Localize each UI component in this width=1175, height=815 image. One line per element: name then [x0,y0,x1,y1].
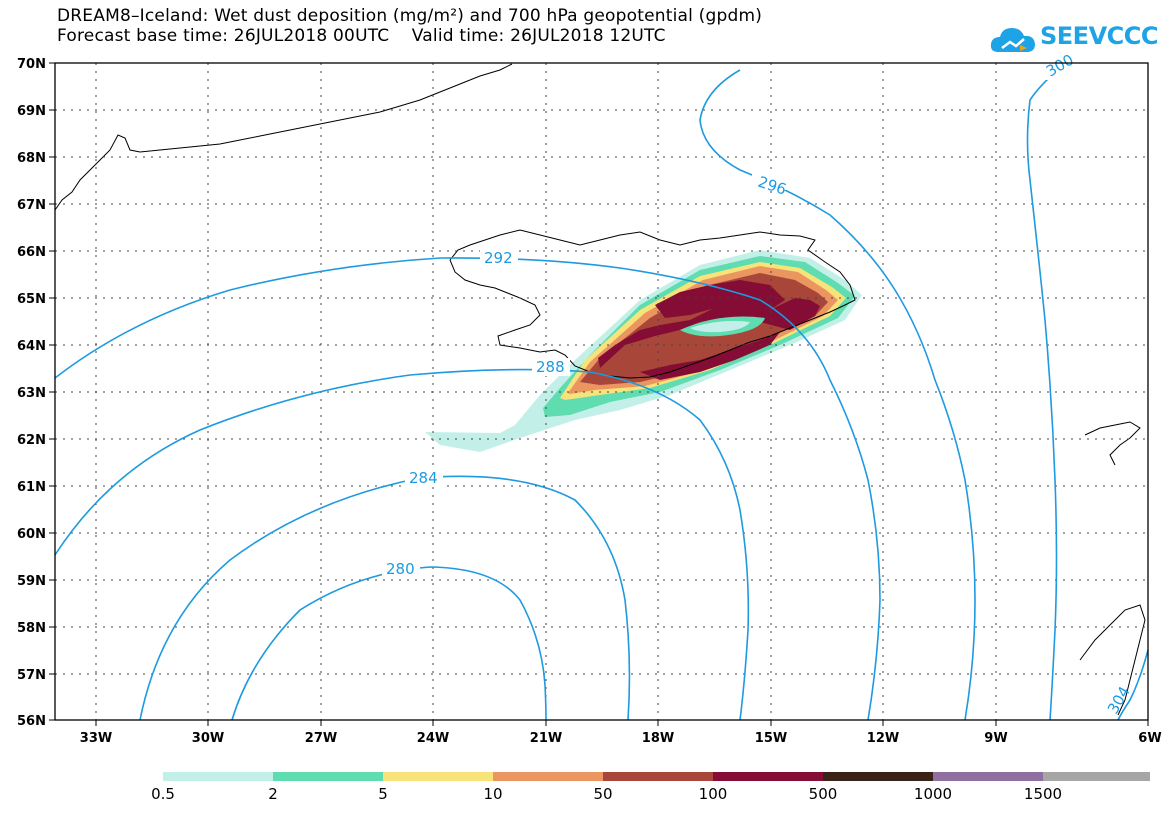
lat-label: 56N [17,714,46,729]
legend-swatch [603,772,713,781]
legend-swatch [163,772,273,781]
lat-label: 60N [17,527,46,542]
legend-label: 1000 [913,785,953,803]
legend-swatch [493,772,603,781]
latitude-labels: 70N 69N 68N 67N 66N 65N 64N 63N 62N 61N … [17,57,46,729]
longitude-labels: 33W 30W 27W 24W 21W 18W 15W 12W 9W 6W [80,731,1162,746]
legend-swatch [933,772,1043,781]
axis-ticks [49,62,1149,726]
lon-label: 15W [755,731,787,746]
contour-label-280: 280 [386,560,415,578]
legend-label: 0.5 [151,785,175,803]
lon-label: 9W [984,731,1007,746]
coastlines [54,63,1146,716]
legend-label: 50 [593,785,613,803]
lat-label: 66N [17,245,46,260]
lat-label: 58N [17,621,46,636]
legend-label: 5 [378,785,388,803]
lat-label: 64N [17,339,46,354]
lat-label: 59N [17,574,46,589]
legend-label: 2 [268,785,278,803]
cloud-logo-icon [990,28,1035,52]
contour-label-292: 292 [484,249,513,267]
dust-deposition-field [425,250,862,452]
lat-label: 70N [17,57,46,72]
contour-label-284: 284 [409,469,438,487]
lon-label: 30W [192,731,224,746]
lat-label: 65N [17,292,46,307]
forecast-times: Forecast base time: 26JUL2018 00UTC Vali… [57,26,666,46]
lat-label: 69N [17,104,46,119]
lat-label: 62N [17,433,46,448]
lon-label: 27W [305,731,337,746]
contour-label-288: 288 [536,358,565,376]
legend-label: 10 [483,785,503,803]
geopotential-contours [54,69,1149,721]
lat-label: 68N [17,151,46,166]
lon-label: 6W [1138,731,1161,746]
lon-label: 33W [80,731,112,746]
legend-swatch [1043,772,1150,781]
logo-text: SEEVCCC [1040,22,1159,50]
lon-label: 12W [867,731,899,746]
map-title: DREAM8–Iceland: Wet dust deposition (mg/… [57,6,763,26]
lat-label: 61N [17,480,46,495]
lon-label: 24W [417,731,449,746]
lat-label: 63N [17,386,46,401]
legend-swatch [713,772,823,781]
lon-label: 21W [530,731,562,746]
lon-label: 18W [642,731,674,746]
lat-label: 67N [17,198,46,213]
legend-swatch [383,772,493,781]
legend-swatch [273,772,383,781]
legend-label: 500 [808,785,838,803]
legend-label: 1500 [1023,785,1063,803]
contour-labels: 300 296 292 288 284 280 304 [382,51,1134,717]
lat-label: 57N [17,668,46,683]
legend-label: 100 [698,785,728,803]
legend-swatch [823,772,933,781]
